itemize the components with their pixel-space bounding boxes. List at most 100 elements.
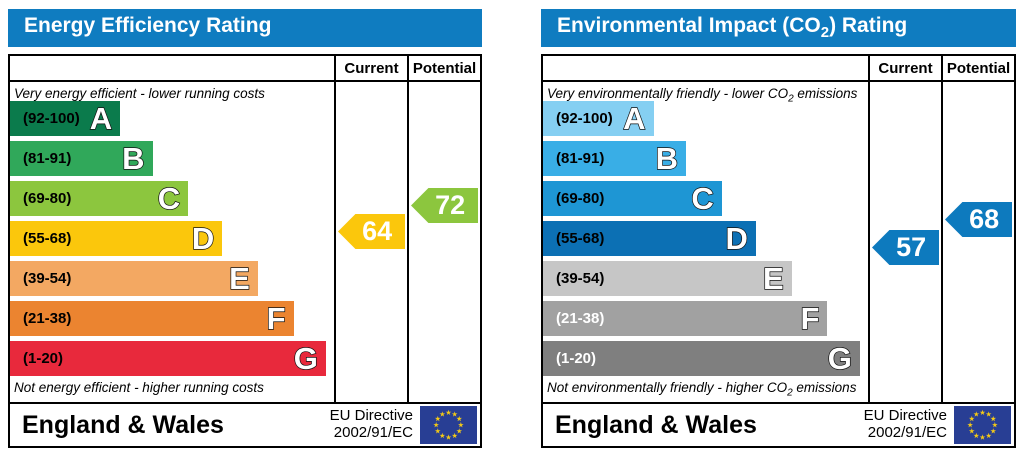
potential-column-header: Potential <box>407 56 480 80</box>
band-row-b: (81-91) B <box>10 141 334 176</box>
band-range: (39-54) <box>23 270 72 287</box>
current-rating-value: 57 <box>896 232 927 262</box>
eu-directive-label: EU Directive 2002/91/EC <box>863 407 947 441</box>
band-range: (81-91) <box>23 150 72 167</box>
bottom-note: Not environmentally friendly - higher CO… <box>547 380 857 399</box>
band-c: (69-80) C <box>543 181 722 216</box>
band-letter: E <box>762 261 784 296</box>
band-e: (39-54) E <box>543 261 792 296</box>
band-c: (69-80) C <box>10 181 189 216</box>
band-row-c: (69-80) C <box>10 181 334 216</box>
footer-row: England & Wales EU Directive 2002/91/EC <box>543 402 1014 446</box>
band-a: (92-100) A <box>10 101 121 136</box>
band-letter: A <box>89 101 113 136</box>
rating-table: Current Potential Very energy efficient … <box>8 54 482 448</box>
band-letter: G <box>293 341 319 376</box>
page-title: Environmental Impact (CO2) Rating <box>557 14 908 42</box>
table-header-row: Current Potential <box>543 56 1014 82</box>
band-letter: D <box>725 221 749 256</box>
band-row-b: (81-91) B <box>543 141 868 176</box>
band-letter: D <box>191 221 215 256</box>
current-column: 64 <box>334 82 407 402</box>
band-row-c: (69-80) C <box>543 181 868 216</box>
current-rating-arrow: 64 <box>338 214 405 249</box>
current-column-header: Current <box>334 56 407 80</box>
potential-rating-arrow: 72 <box>411 188 478 223</box>
environmental-impact-panel: Environmental Impact (CO2) Rating Curren… <box>541 9 1016 448</box>
band-row-a: (92-100) A <box>543 101 868 136</box>
band-row-d: (55-68) D <box>10 221 334 256</box>
band-letter: B <box>655 141 679 176</box>
page-title: Energy Efficiency Rating <box>24 14 272 38</box>
band-row-f: (21-38) F <box>543 301 868 336</box>
band-range: (81-91) <box>556 150 605 167</box>
band-d: (55-68) D <box>10 221 223 256</box>
band-letter: F <box>800 301 820 336</box>
band-b: (81-91) B <box>543 141 686 176</box>
band-range: (1-20) <box>556 350 597 367</box>
header-spacer <box>10 56 334 80</box>
band-d: (55-68) D <box>543 221 756 256</box>
current-column: 57 <box>868 82 941 402</box>
band-letter: C <box>157 181 181 216</box>
band-letter: B <box>121 141 145 176</box>
current-rating-arrow: 57 <box>872 230 939 265</box>
chart-body: Very environmentally friendly - lower CO… <box>543 82 1014 402</box>
band-f: (21-38) F <box>543 301 828 336</box>
potential-column: 72 <box>407 82 480 402</box>
band-letter: C <box>691 181 715 216</box>
band-range: (21-38) <box>23 310 72 327</box>
band-letter: G <box>827 341 853 376</box>
current-column-header: Current <box>868 56 941 80</box>
table-header-row: Current Potential <box>10 56 480 82</box>
band-range: (1-20) <box>23 350 64 367</box>
potential-column: 68 <box>941 82 1014 402</box>
band-row-e: (39-54) E <box>10 261 334 296</box>
band-b: (81-91) B <box>10 141 153 176</box>
eu-flag-icon <box>954 406 1011 444</box>
band-range: (39-54) <box>556 270 605 287</box>
band-range: (69-80) <box>23 190 72 207</box>
bottom-note: Not energy efficient - higher running co… <box>14 380 264 396</box>
band-range: (55-68) <box>556 230 605 247</box>
potential-rating-value: 72 <box>435 190 466 220</box>
band-range: (92-100) <box>23 110 80 127</box>
band-row-g: (1-20) G <box>543 341 868 376</box>
region-label: England & Wales <box>22 410 224 439</box>
header-spacer <box>543 56 868 80</box>
band-a: (92-100) A <box>543 101 654 136</box>
band-range: (55-68) <box>23 230 72 247</box>
potential-rating-value: 68 <box>969 204 1000 234</box>
current-rating-value: 64 <box>362 216 393 246</box>
panel-title-bar: Energy Efficiency Rating <box>8 9 482 47</box>
band-letter: E <box>228 261 250 296</box>
top-note: Very environmentally friendly - lower CO… <box>547 86 858 105</box>
band-letter: A <box>622 101 646 136</box>
band-range: (92-100) <box>556 110 613 127</box>
energy-efficiency-panel: Energy Efficiency Rating Current Potenti… <box>8 9 482 448</box>
band-e: (39-54) E <box>10 261 258 296</box>
band-g: (1-20) G <box>10 341 326 376</box>
band-area: Very environmentally friendly - lower CO… <box>543 82 868 402</box>
potential-rating-arrow: 68 <box>945 202 1012 237</box>
band-area: Very energy efficient - lower running co… <box>10 82 334 402</box>
eu-directive-label: EU Directive 2002/91/EC <box>329 407 413 441</box>
potential-column-header: Potential <box>941 56 1014 80</box>
band-g: (1-20) G <box>543 341 860 376</box>
band-f: (21-38) F <box>10 301 294 336</box>
band-row-a: (92-100) A <box>10 101 334 136</box>
band-range: (21-38) <box>556 310 605 327</box>
band-letter: F <box>266 301 286 336</box>
top-note: Very energy efficient - lower running co… <box>14 86 265 101</box>
band-range: (69-80) <box>556 190 605 207</box>
footer-row: England & Wales EU Directive 2002/91/EC <box>10 402 480 446</box>
eu-flag-icon <box>420 406 477 444</box>
band-row-g: (1-20) G <box>10 341 334 376</box>
chart-body: Very energy efficient - lower running co… <box>10 82 480 402</box>
band-row-d: (55-68) D <box>543 221 868 256</box>
region-label: England & Wales <box>555 410 757 439</box>
rating-table: Current Potential Very environmentally f… <box>541 54 1016 448</box>
band-row-e: (39-54) E <box>543 261 868 296</box>
panel-title-bar: Environmental Impact (CO2) Rating <box>541 9 1016 47</box>
band-row-f: (21-38) F <box>10 301 334 336</box>
